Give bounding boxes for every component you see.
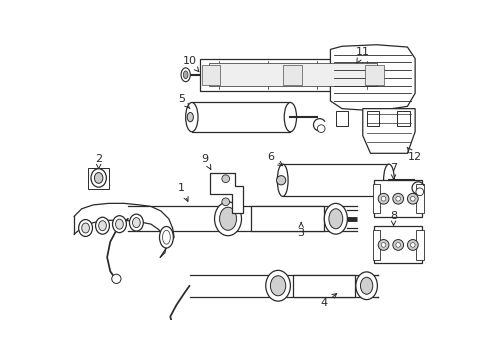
Bar (251, 206, 324, 231)
Ellipse shape (266, 270, 291, 301)
Bar (209, 63, 377, 86)
Ellipse shape (186, 103, 198, 132)
Ellipse shape (91, 169, 106, 187)
Ellipse shape (113, 216, 126, 233)
Text: 2: 2 (95, 154, 102, 169)
Text: 7: 7 (390, 163, 397, 179)
Text: 6: 6 (267, 152, 283, 166)
Circle shape (112, 274, 121, 283)
Polygon shape (330, 45, 415, 111)
Bar (88, 168, 109, 189)
Text: 8: 8 (390, 211, 397, 225)
Circle shape (408, 193, 418, 204)
Ellipse shape (277, 164, 288, 197)
Ellipse shape (98, 221, 106, 231)
Text: 10: 10 (182, 56, 199, 72)
Ellipse shape (78, 220, 93, 237)
Text: 12: 12 (407, 147, 422, 162)
Circle shape (381, 197, 386, 201)
Bar (192, 103, 291, 132)
Ellipse shape (96, 217, 109, 234)
Circle shape (276, 176, 286, 185)
Bar (373, 184, 381, 213)
Ellipse shape (220, 207, 237, 230)
Bar (336, 111, 348, 126)
Circle shape (222, 175, 229, 183)
Bar (374, 226, 422, 264)
Ellipse shape (181, 68, 190, 82)
Text: 4: 4 (321, 293, 337, 309)
Circle shape (411, 243, 415, 247)
Ellipse shape (215, 202, 242, 236)
Ellipse shape (129, 214, 144, 231)
Text: 3: 3 (298, 222, 305, 238)
Circle shape (396, 243, 400, 247)
Bar (367, 111, 379, 126)
Text: 5: 5 (178, 94, 190, 109)
Ellipse shape (95, 172, 103, 183)
Text: 9: 9 (201, 154, 211, 169)
Circle shape (408, 239, 418, 250)
Circle shape (416, 188, 424, 195)
Bar (365, 65, 384, 85)
Ellipse shape (133, 217, 140, 228)
Ellipse shape (329, 209, 343, 229)
Circle shape (411, 197, 415, 201)
Ellipse shape (116, 219, 123, 229)
Polygon shape (363, 109, 415, 153)
Bar (374, 180, 422, 217)
Circle shape (378, 239, 389, 250)
Circle shape (396, 197, 400, 201)
Bar (283, 65, 302, 85)
Polygon shape (210, 172, 243, 213)
Circle shape (378, 193, 389, 204)
Circle shape (393, 239, 404, 250)
Bar (416, 230, 423, 260)
Circle shape (318, 125, 325, 132)
Ellipse shape (159, 226, 173, 248)
Ellipse shape (384, 164, 394, 197)
Bar (373, 230, 381, 260)
Bar (397, 111, 410, 126)
Ellipse shape (324, 203, 347, 234)
Ellipse shape (270, 276, 286, 296)
Ellipse shape (361, 277, 373, 294)
Ellipse shape (183, 71, 188, 78)
Ellipse shape (82, 223, 89, 233)
Ellipse shape (356, 272, 377, 300)
Text: 11: 11 (356, 48, 370, 63)
Bar (283, 164, 389, 197)
Circle shape (381, 243, 386, 247)
Circle shape (177, 324, 187, 333)
Ellipse shape (187, 112, 194, 122)
Circle shape (393, 193, 404, 204)
Ellipse shape (284, 103, 296, 132)
Bar (202, 65, 220, 85)
Bar (199, 59, 386, 91)
Text: 1: 1 (178, 183, 188, 201)
Bar (416, 184, 423, 213)
Bar (294, 275, 355, 297)
Circle shape (222, 198, 229, 206)
